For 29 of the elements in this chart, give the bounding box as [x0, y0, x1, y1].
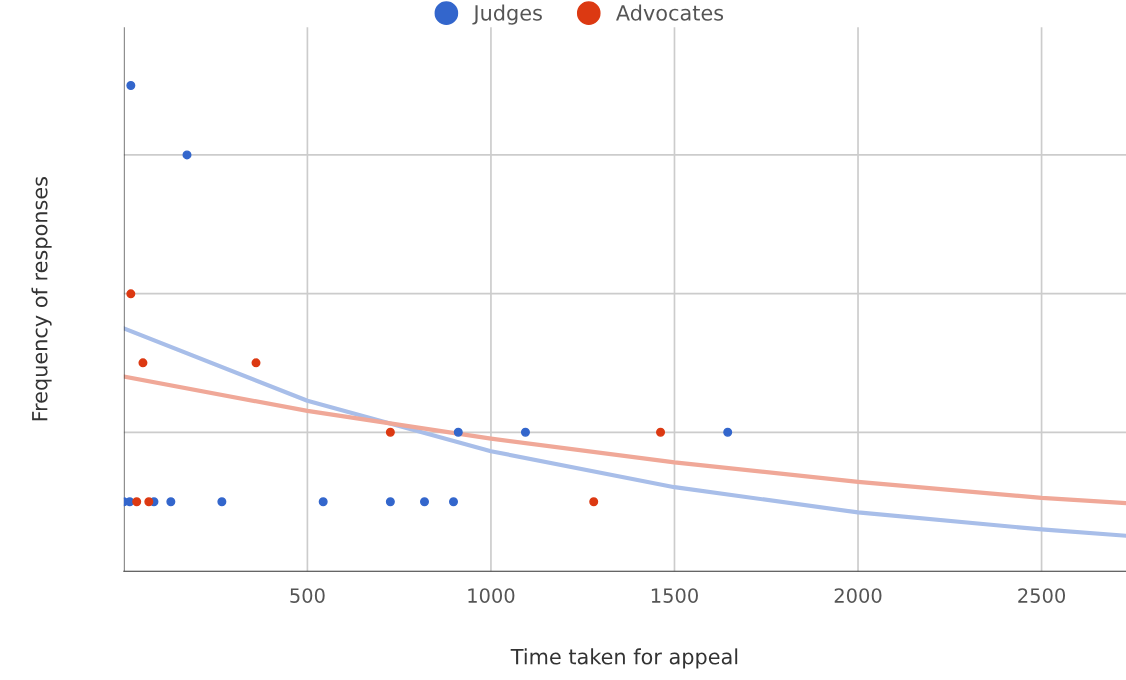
point — [166, 497, 176, 507]
x-axis-title: Time taken for appeal — [510, 648, 738, 669]
point — [420, 497, 430, 507]
point — [126, 80, 136, 90]
point — [251, 358, 261, 368]
x-tick-label: 2000 — [834, 588, 882, 603]
legend-label: Advocates — [616, 4, 724, 21]
x-tick-label: 2500 — [1018, 588, 1066, 603]
point — [385, 497, 395, 507]
point — [453, 427, 463, 437]
point — [217, 497, 227, 507]
x-tick-label: 1000 — [468, 588, 515, 603]
point — [449, 497, 459, 507]
legend-label: Judges — [472, 4, 542, 25]
point — [385, 427, 395, 437]
point — [125, 497, 135, 507]
point — [656, 427, 666, 437]
point — [723, 427, 733, 437]
point — [318, 497, 328, 507]
y-axis-title: Frequency of responses — [31, 177, 52, 421]
point — [132, 497, 142, 507]
point — [144, 497, 154, 507]
point — [589, 497, 599, 507]
point — [182, 150, 192, 160]
point — [126, 289, 136, 299]
x-tick-label: 500 — [290, 588, 325, 603]
x-tick-label: 1500 — [651, 588, 698, 603]
point — [520, 427, 530, 437]
point — [138, 358, 148, 368]
